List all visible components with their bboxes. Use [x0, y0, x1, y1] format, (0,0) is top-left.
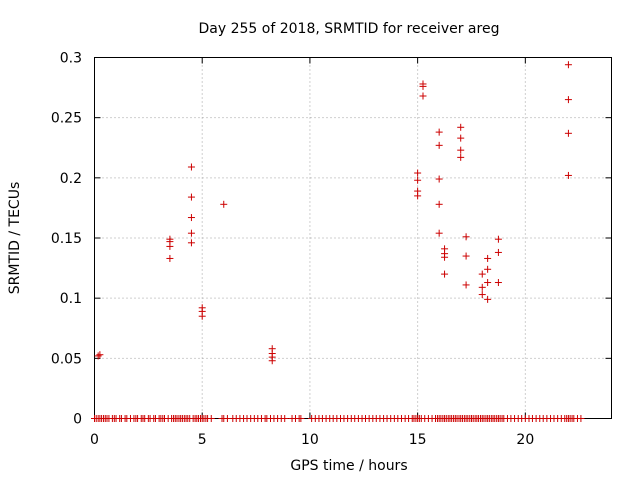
- data-point: [198, 312, 206, 320]
- data-point: [166, 242, 174, 250]
- data-point: [94, 352, 102, 360]
- y-axis-label: SRMTID / TECUs: [7, 182, 23, 295]
- zero-data-point: [281, 415, 289, 422]
- data-point: [484, 265, 492, 273]
- y-tick-label: 0.3: [60, 51, 82, 67]
- data-point: [457, 123, 465, 131]
- plot-frame: [94, 57, 612, 419]
- data-point: [187, 163, 195, 171]
- y-tick-label: 0.25: [51, 111, 82, 127]
- x-tick-label: 15: [409, 432, 427, 448]
- x-tick-label: 0: [90, 432, 99, 448]
- data-point: [187, 239, 195, 247]
- data-point: [564, 171, 572, 179]
- data-point: [435, 175, 443, 183]
- data-point: [457, 146, 465, 154]
- x-tick-label: 10: [301, 432, 319, 448]
- axis-ticks: [94, 57, 612, 419]
- data-point: [166, 254, 174, 262]
- y-tick-label: 0.15: [51, 231, 82, 247]
- data-point: [484, 279, 492, 287]
- chart-title: Day 255 of 2018, SRMTID for receiver are…: [199, 21, 500, 37]
- data-point: [564, 61, 572, 69]
- y-tick-label: 0.1: [60, 291, 82, 307]
- data-points: [91, 61, 585, 422]
- data-point: [441, 270, 449, 278]
- data-point: [484, 254, 492, 262]
- data-point: [564, 129, 572, 137]
- data-point: [494, 248, 502, 256]
- zero-data-point: [297, 415, 305, 422]
- data-point: [435, 141, 443, 149]
- data-point: [462, 281, 470, 289]
- data-point: [478, 283, 486, 291]
- data-point: [564, 96, 572, 104]
- data-point: [435, 128, 443, 136]
- data-point: [462, 233, 470, 241]
- data-point: [457, 134, 465, 142]
- data-point: [220, 200, 228, 208]
- zero-data-point: [207, 415, 215, 422]
- data-point: [484, 295, 492, 303]
- y-tick-label: 0.2: [60, 171, 82, 187]
- data-point: [419, 82, 427, 90]
- data-point: [414, 169, 422, 177]
- x-tick-label: 20: [516, 432, 534, 448]
- data-point: [478, 291, 486, 299]
- data-point: [462, 252, 470, 260]
- data-point: [478, 270, 486, 278]
- grid-lines: [94, 57, 612, 419]
- data-point: [414, 176, 422, 184]
- data-point: [494, 279, 502, 287]
- data-point: [435, 229, 443, 237]
- y-tick-label: 0.05: [51, 351, 82, 367]
- x-axis-label: GPS time / hours: [290, 458, 407, 474]
- data-point: [96, 351, 104, 359]
- data-point: [435, 200, 443, 208]
- data-point: [494, 235, 502, 243]
- tick-labels: 0 5 10 15 20 0 0.05 0.1 0.15 0.2 0.25 0.3: [51, 51, 534, 449]
- data-point: [187, 229, 195, 237]
- zero-data-point: [577, 415, 585, 422]
- data-point: [187, 193, 195, 201]
- data-point: [268, 357, 276, 365]
- x-tick-label: 5: [198, 432, 207, 448]
- data-point: [419, 92, 427, 100]
- data-point: [457, 153, 465, 161]
- data-point: [414, 192, 422, 200]
- data-point: [441, 253, 449, 261]
- y-tick-label: 0: [73, 412, 82, 428]
- data-point: [187, 214, 195, 222]
